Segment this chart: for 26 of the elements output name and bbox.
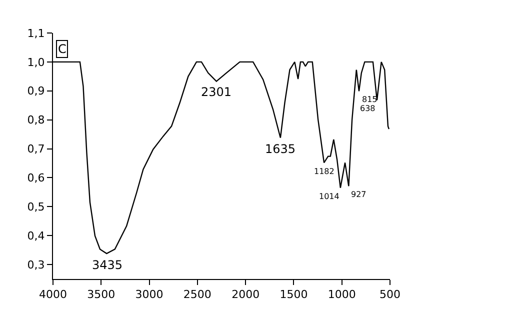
y-tick-label: 0,5 bbox=[27, 200, 45, 214]
y-tick-label: 0,8 bbox=[27, 114, 45, 127]
x-tick-label: 1000 bbox=[328, 288, 356, 302]
y-tick-label: 1,0 bbox=[27, 56, 45, 69]
y-tick-label: 1,1 bbox=[27, 26, 45, 40]
annotation: 638 bbox=[360, 104, 376, 113]
annotation: 1635 bbox=[265, 142, 296, 156]
annotation: 815 bbox=[362, 95, 378, 104]
x-tick-label: 3500 bbox=[87, 288, 116, 302]
y-tick-label: 0,7 bbox=[27, 142, 45, 156]
x-tick-label: 2000 bbox=[232, 288, 260, 302]
annotation: 1014 bbox=[319, 192, 340, 201]
annotation: 2301 bbox=[201, 85, 232, 99]
x-tick-label: 3000 bbox=[135, 288, 164, 302]
x-tick-label: 500 bbox=[380, 288, 400, 302]
annotation: 927 bbox=[351, 190, 366, 199]
annotation: 3435 bbox=[92, 258, 123, 272]
annotation: 1182 bbox=[314, 167, 334, 176]
y-tick-label: 0,9 bbox=[27, 84, 45, 98]
x-tick-label: 4000 bbox=[39, 288, 67, 302]
x-tick-label: 2500 bbox=[183, 288, 212, 302]
y-tick-label: 0,4 bbox=[27, 229, 45, 242]
y-tick-label: 0,3 bbox=[27, 258, 45, 272]
annotation: C bbox=[58, 42, 66, 56]
x-tick-label: 1500 bbox=[280, 288, 308, 302]
y-tick-label: 0,6 bbox=[27, 172, 45, 185]
